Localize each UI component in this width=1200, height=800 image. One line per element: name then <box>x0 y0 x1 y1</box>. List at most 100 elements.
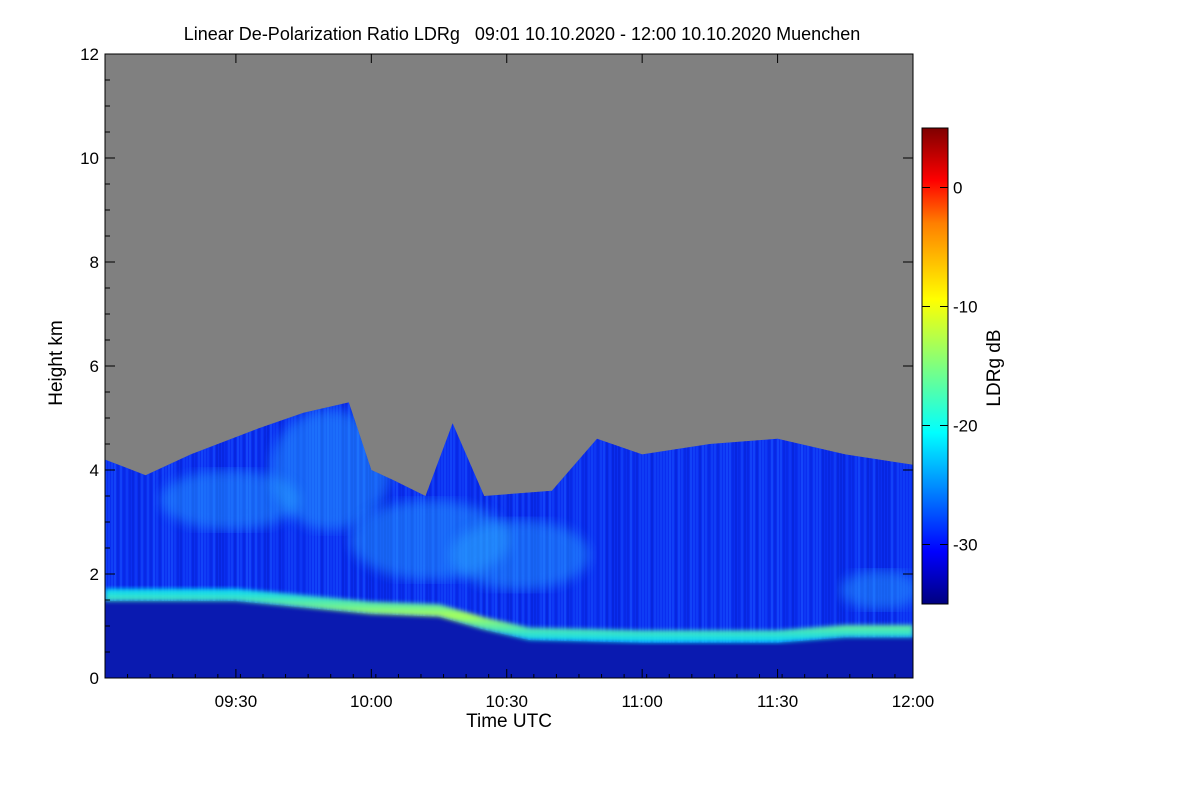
cloud-streak <box>747 402 749 678</box>
y-tick-label: 10 <box>80 149 99 168</box>
cloud-streak <box>321 402 323 678</box>
cloud-streak <box>783 402 785 678</box>
cloud-streak <box>591 402 593 678</box>
x-axis: 09:30 10:00 10:30 11:00 11:30 12:00 <box>104 54 934 711</box>
colorbar-tick-label: 0 <box>953 179 962 198</box>
cloud-streak <box>813 402 815 678</box>
cloud-streak <box>309 402 311 678</box>
cloud-streak <box>207 402 209 678</box>
cloud-texture <box>105 402 913 678</box>
cloud-streak <box>771 402 773 678</box>
cloud-streak <box>195 402 197 678</box>
cloud-streak <box>186 402 188 678</box>
cloud-streak <box>210 402 212 678</box>
cloud-streak <box>738 402 740 678</box>
cloud-streak <box>270 402 272 678</box>
cloud-streak <box>801 402 803 678</box>
cloud-streak <box>786 402 788 678</box>
cloud-streak <box>870 402 872 678</box>
cloud-streak <box>216 402 218 678</box>
cloud-streak <box>672 402 674 678</box>
cloud-streak <box>114 402 116 678</box>
cloud-streak <box>315 402 317 678</box>
cloud-streak <box>834 402 836 678</box>
cloud-streak <box>165 402 167 678</box>
cloud-streak <box>168 402 170 678</box>
cloud-streak <box>126 402 128 678</box>
cloud-streak <box>888 402 890 678</box>
cloud-streak <box>690 402 692 678</box>
cloud-streak <box>282 402 284 678</box>
cloud-streak <box>348 402 350 678</box>
cloud-streak <box>684 402 686 678</box>
cloud-streak <box>720 402 722 678</box>
cloud-streak <box>129 402 131 678</box>
cloud-streak <box>654 402 656 678</box>
cloud-streak <box>189 402 191 678</box>
cloud-streak <box>123 402 125 678</box>
cloud-streak <box>810 402 812 678</box>
cloud-streak <box>141 402 143 678</box>
cloud-streak <box>756 402 758 678</box>
cloud-streak <box>147 402 149 678</box>
colorbar-ticks: 0 -10 -20 -30 <box>922 179 978 555</box>
cloud-streak <box>117 402 119 678</box>
cloud-streak <box>639 402 641 678</box>
cloud-streak <box>885 402 887 678</box>
cloud-streak <box>306 402 308 678</box>
cloud-patch <box>160 470 300 530</box>
cloud-streak <box>693 402 695 678</box>
cloud-patch <box>840 570 913 610</box>
cloud-streak <box>201 402 203 678</box>
y-tick-label: 8 <box>90 253 99 272</box>
cloud-streak <box>261 402 263 678</box>
cloud-streak <box>312 402 314 678</box>
cloud-streak <box>603 402 605 678</box>
cloud-streak <box>819 402 821 678</box>
cloud-streak <box>303 402 305 678</box>
cloud-streak <box>678 402 680 678</box>
cloud-streak <box>192 402 194 678</box>
colorbar-tick-label: -10 <box>953 298 978 317</box>
cloud-streak <box>687 402 689 678</box>
colorbar-tick-label: -20 <box>953 417 978 436</box>
low-layer-region <box>105 601 913 678</box>
y-tick-label: 6 <box>90 357 99 376</box>
cloud-streak <box>333 402 335 678</box>
cloud-streak <box>702 402 704 678</box>
cloud-streak <box>105 402 107 678</box>
cloud-streak <box>855 402 857 678</box>
cloud-streak <box>609 402 611 678</box>
cloud-streak <box>297 402 299 678</box>
cloud-streak <box>252 402 254 678</box>
cloud-streak <box>897 402 899 678</box>
cloud-streak <box>144 402 146 678</box>
cloud-streak <box>237 402 239 678</box>
cloud-streak <box>153 402 155 678</box>
y-tick-label: 0 <box>90 669 99 688</box>
cloud-streak <box>615 402 617 678</box>
cloud-streak <box>726 402 728 678</box>
chart-title: Linear De-Polarization Ratio LDRg 09:01 … <box>184 24 860 44</box>
cloud-streak <box>588 402 590 678</box>
cloud-streak <box>645 402 647 678</box>
y-tick-label: 2 <box>90 565 99 584</box>
cloud-streak <box>222 402 224 678</box>
cloud-patch <box>270 410 390 530</box>
cloud-streak <box>675 402 677 678</box>
cloud-streak <box>867 402 869 678</box>
cloud-streak <box>324 402 326 678</box>
cloud-streak <box>717 402 719 678</box>
cloud-streak <box>825 402 827 678</box>
cloud-streak <box>798 402 800 678</box>
plot-area <box>105 54 913 678</box>
cloud-streak <box>840 402 842 678</box>
cloud-streak <box>657 402 659 678</box>
cloud-streak <box>696 402 698 678</box>
cloud-streak <box>633 402 635 678</box>
cloud-streak <box>861 402 863 678</box>
cloud-streak <box>594 402 596 678</box>
cloud-streak <box>183 402 185 678</box>
boundary-layer-band <box>105 588 913 643</box>
cloud-streak <box>816 402 818 678</box>
